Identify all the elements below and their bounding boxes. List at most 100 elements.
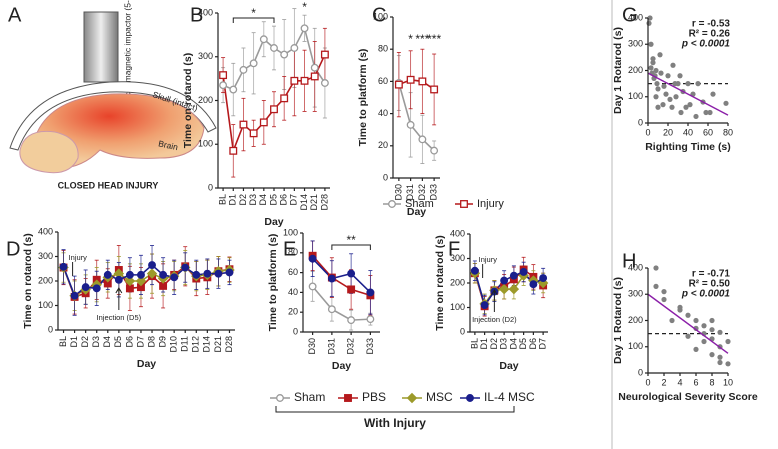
y-tick-label: 80	[378, 44, 388, 54]
point	[717, 329, 723, 335]
marker	[219, 71, 228, 80]
point	[685, 81, 691, 87]
point	[709, 327, 715, 333]
point	[669, 104, 675, 110]
x-tick-label: BL	[58, 336, 68, 347]
point	[683, 104, 689, 110]
legend-label: Sham	[294, 390, 325, 404]
point	[648, 41, 654, 47]
x-tick-label: D30	[393, 184, 403, 201]
panel-letter: C	[372, 4, 386, 26]
marker	[430, 85, 439, 94]
marker	[406, 75, 415, 84]
x-tick-label: D6	[528, 338, 538, 350]
x-tick-label: D5	[518, 338, 528, 350]
point	[677, 73, 683, 79]
point	[709, 352, 715, 358]
marker	[125, 270, 134, 279]
x-axis-title: Neurological Severity Score	[618, 391, 758, 403]
x-tick-label: D8	[146, 336, 156, 348]
marker	[308, 282, 317, 291]
marker	[300, 76, 309, 85]
marker	[366, 315, 375, 324]
x-tick-label: D7	[289, 194, 299, 206]
marker	[347, 269, 356, 278]
x-tick-label: D6	[124, 336, 134, 348]
point	[650, 60, 656, 66]
series-line	[312, 255, 371, 297]
x-tick-label: BL	[217, 194, 227, 205]
marker	[406, 120, 415, 129]
stat-label: p < 0.0001	[681, 39, 731, 50]
marker	[347, 285, 356, 294]
marker	[519, 268, 528, 276]
x-tick-label: D28	[224, 336, 234, 353]
x-tick-label: D1	[479, 338, 489, 350]
point	[693, 113, 699, 120]
point	[653, 67, 659, 74]
marker	[500, 276, 509, 285]
x-axis-title: Righting Time (s)	[645, 141, 731, 153]
legend-label: Injury	[477, 198, 504, 210]
series-line	[312, 285, 371, 321]
point	[646, 20, 652, 26]
y-tick-label: 400	[628, 12, 643, 22]
marker	[290, 76, 299, 85]
x-tick-label: 10	[723, 377, 733, 387]
marker	[320, 79, 329, 87]
marker	[170, 273, 179, 282]
fit-line	[647, 293, 729, 354]
annotation-arrow	[115, 287, 123, 310]
axes	[302, 233, 380, 333]
x-tick-label: D5	[113, 336, 123, 348]
y-tick-label: 100	[198, 139, 213, 149]
y-tick-label: 0	[293, 326, 298, 336]
x-tick-label: D6	[279, 194, 289, 206]
x-tick-label: D21	[309, 194, 319, 211]
point	[661, 83, 667, 89]
point	[653, 283, 659, 289]
x-tick-label: 0	[645, 127, 650, 137]
point	[667, 96, 673, 102]
diagram-panel: A Electromagnetic impactor (5-mm) Skull …	[8, 0, 217, 190]
y-tick-label: 300	[198, 51, 213, 61]
point	[707, 109, 713, 116]
skull	[9, 81, 217, 151]
marker	[249, 59, 258, 68]
marker	[249, 129, 258, 138]
x-tick-label: 2	[661, 377, 666, 387]
marker	[103, 270, 112, 279]
point	[675, 81, 681, 87]
sig-label: *	[302, 0, 307, 14]
legend-label: MSC	[426, 390, 453, 404]
x-tick-label: D3	[91, 336, 101, 348]
y-axis-title: Time on rotarod (s)	[182, 53, 194, 148]
axes	[469, 234, 548, 333]
point	[717, 359, 723, 366]
y-tick-label: 0	[208, 182, 213, 192]
marker	[406, 392, 418, 404]
y-tick-label: 400	[628, 262, 643, 272]
x-tick-label: D14	[202, 336, 212, 353]
panel-letter: B	[190, 4, 203, 26]
series-line	[62, 264, 230, 297]
annotation: Injection (D2)	[472, 315, 517, 324]
sig-label: *	[408, 32, 413, 46]
y-axis-title: Time on rotarod (s)	[22, 233, 34, 328]
panel-letter: E	[283, 238, 296, 260]
marker	[480, 301, 489, 309]
axes	[57, 232, 235, 331]
panel-letter: H	[622, 250, 636, 272]
sig-label: ***	[427, 32, 441, 46]
series-line	[398, 82, 435, 152]
y-tick-label: 200	[38, 275, 53, 285]
x-axis-title: Day	[137, 358, 156, 370]
marker	[59, 262, 68, 271]
y-tick-label: 200	[628, 65, 643, 75]
point	[693, 346, 699, 352]
y-tick-label: 100	[628, 91, 643, 101]
point	[654, 81, 660, 87]
point	[663, 91, 669, 97]
marker	[466, 394, 474, 402]
stat-label: p < 0.0001	[681, 289, 731, 300]
